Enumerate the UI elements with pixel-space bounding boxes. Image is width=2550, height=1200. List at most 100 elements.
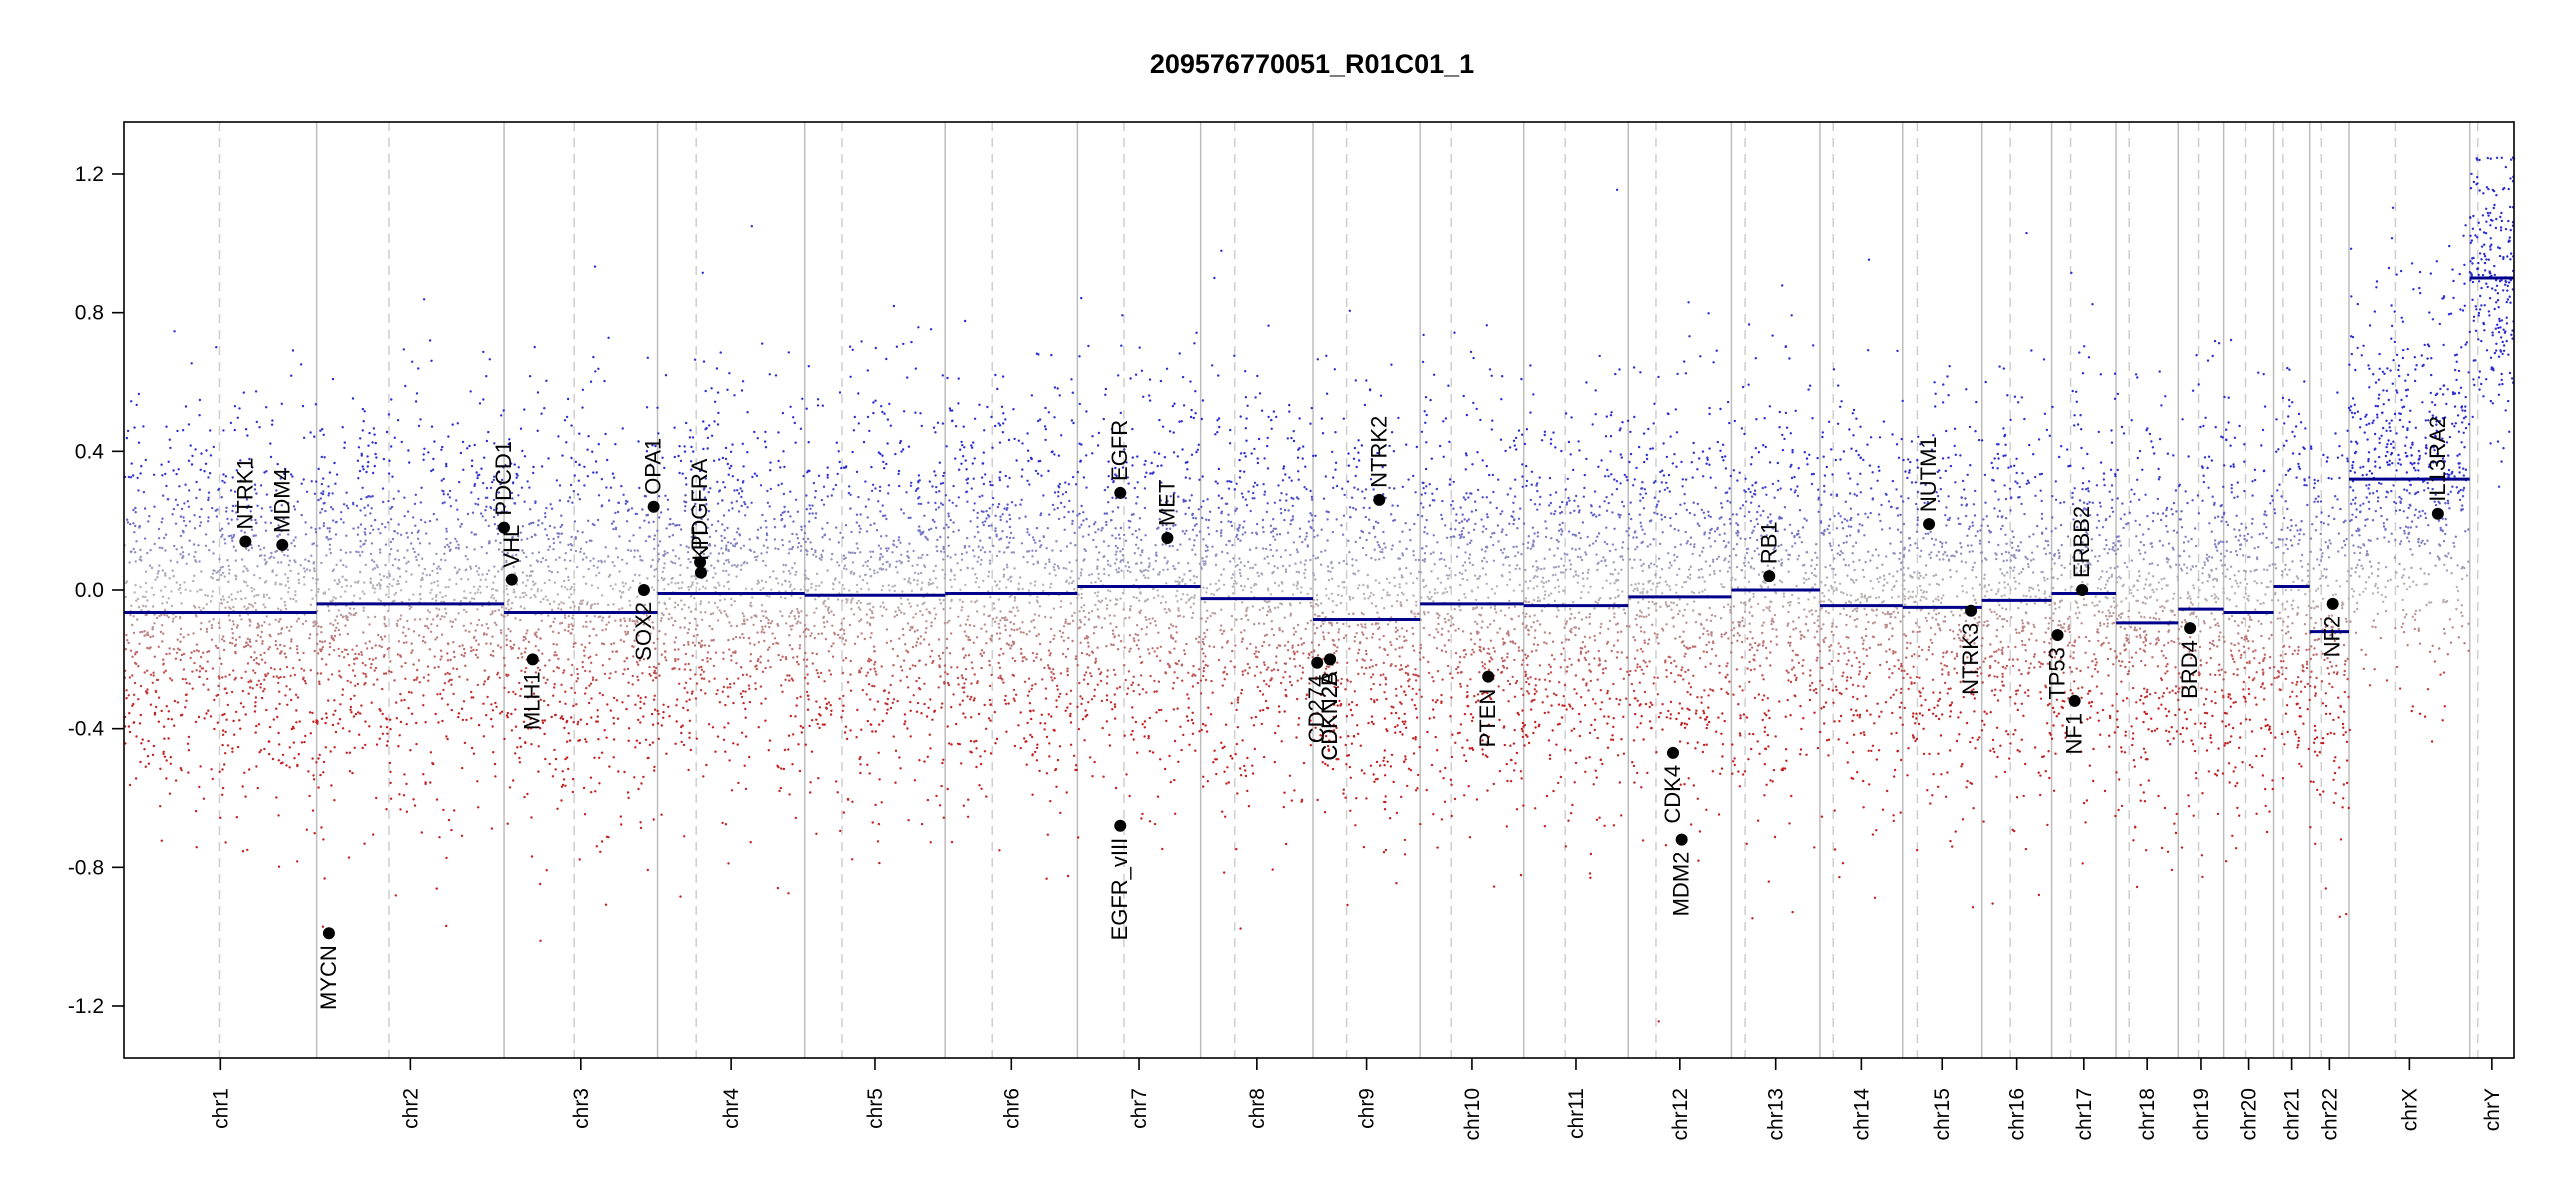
- probe-point: [1053, 491, 1057, 494]
- probe-point: [246, 637, 249, 640]
- probe-point: [137, 489, 140, 492]
- probe-point: [520, 669, 523, 672]
- probe-point: [503, 615, 506, 618]
- probe-point: [317, 590, 320, 593]
- probe-point: [866, 671, 869, 674]
- probe-point: [445, 612, 448, 615]
- probe-point: [802, 658, 806, 661]
- probe-point: [617, 501, 621, 505]
- probe-point: [714, 750, 717, 753]
- probe-point: [132, 615, 135, 618]
- probe-point: [275, 549, 279, 553]
- probe-point: [934, 577, 937, 580]
- probe-point: [844, 639, 848, 642]
- probe-point: [312, 542, 316, 545]
- probe-point: [494, 589, 498, 592]
- probe-point: [814, 598, 817, 601]
- probe-point: [576, 677, 580, 680]
- probe-point: [553, 581, 557, 584]
- probe-point: [1065, 545, 1069, 548]
- probe-point: [774, 374, 778, 377]
- probe-point: [155, 705, 158, 709]
- probe-point: [989, 595, 992, 599]
- probe-point: [539, 698, 542, 701]
- probe-point: [222, 635, 225, 638]
- probe-point: [312, 720, 315, 723]
- probe-point: [973, 555, 976, 558]
- probe-point: [719, 351, 722, 354]
- probe-point: [334, 533, 338, 536]
- probe-point: [302, 651, 305, 655]
- probe-point: [976, 610, 979, 613]
- probe-point: [431, 761, 434, 765]
- probe-point: [703, 644, 707, 647]
- probe-point: [435, 607, 438, 610]
- probe-point: [873, 685, 876, 688]
- probe-point: [455, 582, 458, 586]
- probe-point: [322, 477, 325, 480]
- probe-point: [1005, 563, 1009, 566]
- probe-point: [221, 571, 225, 575]
- probe-point: [590, 697, 593, 700]
- probe-point: [578, 858, 581, 861]
- probe-point: [852, 573, 855, 576]
- probe-point: [638, 574, 641, 577]
- probe-point: [957, 683, 960, 686]
- probe-point: [818, 713, 821, 716]
- probe-point: [797, 611, 800, 615]
- probe-point: [687, 662, 690, 666]
- probe-point: [662, 703, 665, 706]
- probe-point: [1033, 584, 1037, 587]
- probe-point: [859, 608, 862, 611]
- probe-point: [314, 531, 318, 534]
- probe-point: [283, 472, 286, 476]
- probe-point: [481, 573, 484, 576]
- probe-point: [595, 471, 598, 474]
- probe-point: [569, 606, 572, 609]
- probe-point: [652, 671, 656, 674]
- probe-point: [318, 527, 321, 530]
- probe-point: [874, 660, 877, 664]
- probe-point: [341, 693, 344, 697]
- probe-point: [215, 346, 218, 349]
- probe-point: [982, 523, 985, 527]
- probe-point: [941, 374, 944, 377]
- probe-point: [433, 440, 436, 443]
- probe-point: [756, 555, 759, 558]
- probe-point: [761, 610, 764, 613]
- probe-point: [239, 479, 242, 482]
- probe-point: [167, 737, 170, 740]
- probe-point: [184, 524, 188, 527]
- probe-point: [1072, 754, 1076, 757]
- probe-point: [181, 551, 185, 554]
- probe-point: [284, 607, 288, 611]
- probe-point: [253, 651, 256, 654]
- probe-point: [498, 676, 501, 679]
- probe-point: [258, 426, 261, 429]
- probe-point: [460, 653, 463, 657]
- probe-point: [603, 379, 606, 383]
- probe-point: [1002, 412, 1005, 415]
- probe-point: [611, 472, 615, 475]
- probe-point: [1037, 419, 1040, 423]
- probe-point: [887, 691, 891, 694]
- probe-point: [375, 743, 379, 746]
- probe-point: [1007, 643, 1010, 646]
- probe-point: [897, 536, 901, 539]
- probe-point: [1066, 667, 1069, 670]
- probe-point: [690, 575, 693, 578]
- probe-point: [1048, 513, 1051, 516]
- probe-point: [127, 475, 131, 479]
- probe-point: [827, 607, 830, 610]
- probe-point: [132, 508, 135, 512]
- probe-point: [923, 760, 926, 763]
- probe-point: [730, 597, 733, 601]
- probe-point: [796, 537, 799, 540]
- probe-point: [307, 559, 310, 563]
- probe-point: [999, 515, 1002, 518]
- probe-point: [532, 465, 535, 469]
- probe-point: [302, 676, 305, 679]
- probe-point: [899, 665, 903, 668]
- probe-point: [611, 561, 614, 564]
- probe-point: [1066, 670, 1069, 673]
